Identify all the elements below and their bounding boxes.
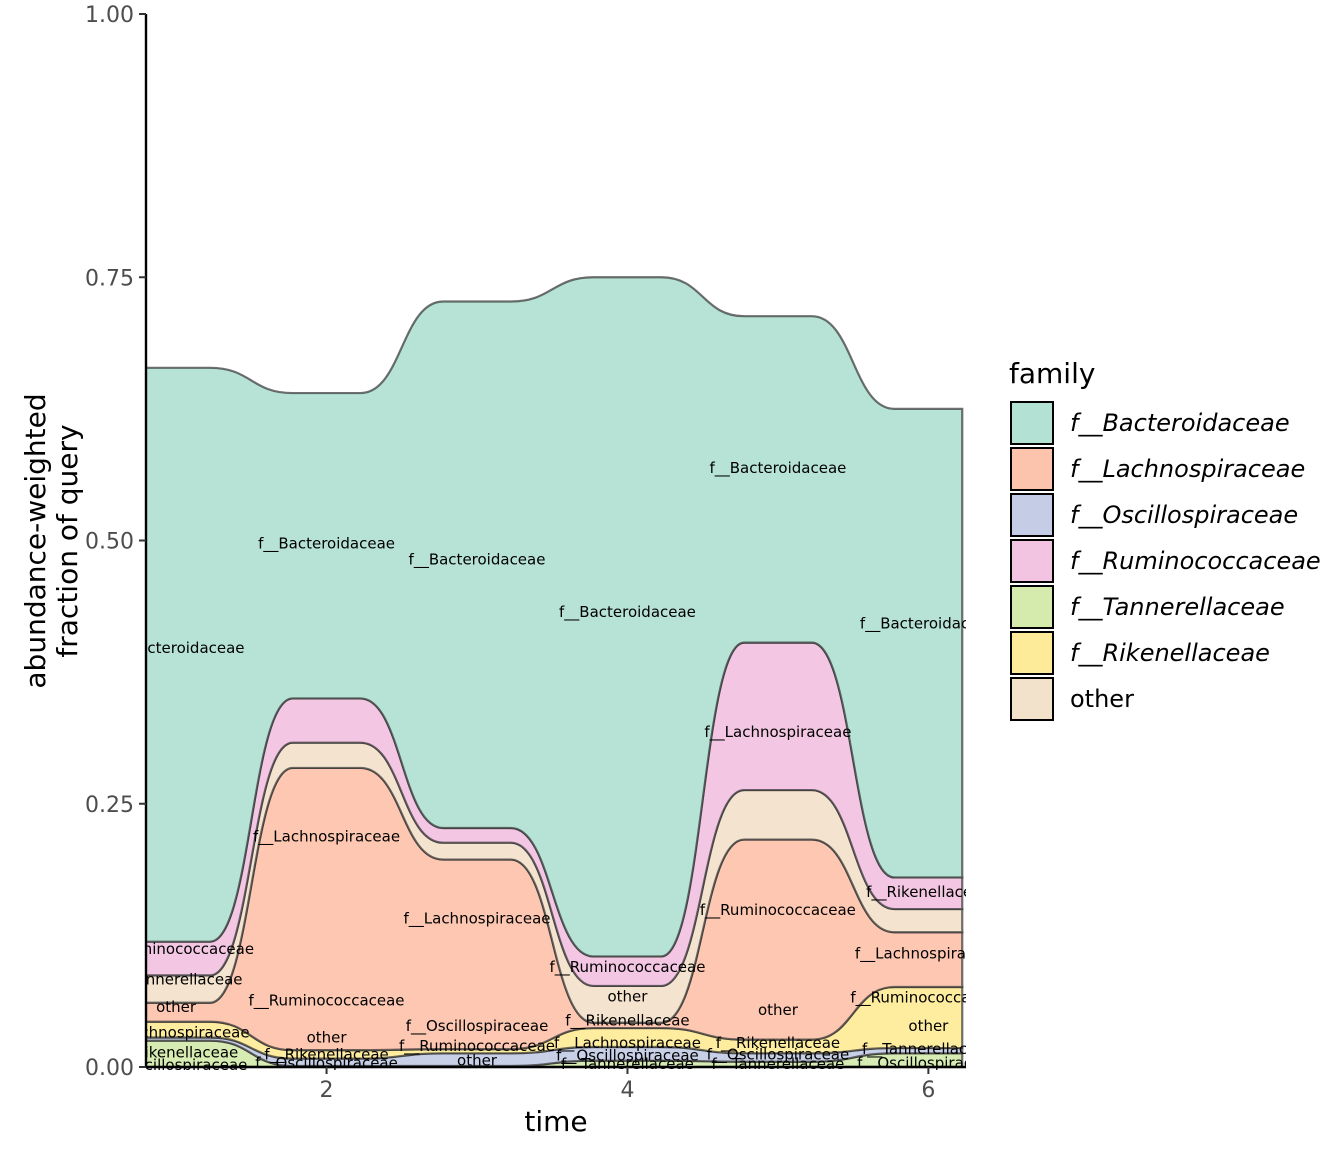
flow-label: other (908, 1017, 949, 1035)
legend-label: f__Lachnospiraceae (1070, 455, 1305, 483)
x-tick-label: 6 (921, 1078, 935, 1103)
flow-label: f__Lachnospiraceae (103, 1023, 250, 1042)
flow-label: f__Bacteroidaceae (709, 459, 846, 478)
flow-label: f__Lachnospiraceae (403, 910, 550, 929)
flow-label: other (457, 1052, 498, 1070)
legend-swatch (1010, 447, 1054, 491)
flow-label: f__Ruminococcaceae (850, 989, 1006, 1008)
flow-label: f__Rikenellaceae (264, 1045, 388, 1064)
flow-label: f__Ruminococcaceae (98, 940, 254, 959)
stacked-flows (146, 276, 964, 1069)
legend-label: other (1070, 685, 1134, 713)
flow-label: f__Oscillospiraceae (406, 1017, 549, 1036)
flow-label: f__Ruminococcaceae (399, 1037, 555, 1056)
flow-label: f__Rikenellaceae (565, 1012, 689, 1031)
flow-label: f__Bacteroidaceae (108, 639, 245, 658)
flow-label: f__Oscillospiraceae (556, 1046, 699, 1065)
y-tick-label: 1.00 (85, 3, 134, 28)
legend-swatch (1010, 677, 1054, 721)
flow-label: f__Bacteroidaceae (559, 603, 696, 622)
legend-title: family (1009, 357, 1095, 390)
legend-swatch (1010, 631, 1054, 675)
legend-swatch (1010, 401, 1054, 445)
flow-label: f__Oscillospiraceae (707, 1045, 850, 1064)
flow-label: f__Lachnospiraceae (855, 944, 1002, 963)
legend: family f__Bacteroidaceae f__Lachnospiracea… (1009, 357, 1321, 721)
flow-label: other (607, 987, 648, 1005)
x-axis-title: time (524, 1105, 587, 1138)
flow-label: f__Ruminococcaceae (549, 958, 705, 977)
flow-label: f__Tannerellaceae (862, 1040, 995, 1059)
flow-label: f__Bacteroidaceae (860, 615, 997, 634)
flow-label: f__Tannerellaceae (110, 971, 243, 990)
flow-label: f__Lachnospiraceae (554, 1034, 701, 1053)
legend-swatch (1010, 585, 1054, 629)
y-tick-label: 0.25 (85, 793, 134, 818)
legend-label: f__Bacteroidaceae (1070, 409, 1290, 437)
x-tick-label: 2 (320, 1078, 334, 1103)
y-tick-label: 0.50 (85, 530, 134, 555)
y-tick-label: 0.00 (85, 1056, 134, 1081)
legend-swatch (1010, 539, 1054, 583)
flow-label: f__Rikenellaceae (114, 1043, 238, 1062)
flow-label: f__Ruminococcaceae (700, 901, 856, 920)
flow-label: f__Bacteroidaceae (258, 535, 395, 554)
flow-label: f__Rikenellaceae (866, 883, 990, 902)
legend-label: f__Rikenellaceae (1070, 639, 1270, 667)
flow-band (146, 276, 964, 958)
legend-label: f__Ruminococcaceae (1070, 547, 1321, 575)
flow-label: other (307, 1029, 348, 1047)
flow-label: other (758, 1001, 799, 1019)
axes: 0.00 0.25 0.50 0.75 1.00 2 4 6 time abundance-wei… (19, 3, 966, 1138)
flow-label: other (156, 998, 197, 1016)
legend-swatch (1010, 493, 1054, 537)
flow-label: f__Ruminococcaceae (249, 992, 405, 1011)
y-axis-title: abundance-weightedfraction of query (19, 393, 84, 688)
legend-label: f__Tannerellaceae (1070, 593, 1285, 621)
flow-label: f__Lachnospiraceae (704, 723, 851, 742)
legend-label: f__Oscillospiraceae (1070, 501, 1298, 529)
y-tick-label: 0.75 (85, 266, 134, 291)
x-tick-label: 4 (620, 1078, 634, 1103)
flow-label: f__Bacteroidaceae (409, 550, 546, 569)
flow-label: f__Rikenellaceae (716, 1034, 840, 1053)
flow-label: f__Lachnospiraceae (253, 827, 400, 846)
